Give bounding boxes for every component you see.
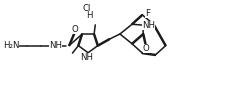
Text: Cl: Cl [82, 4, 91, 13]
Text: NH: NH [49, 41, 62, 50]
Text: H₂N: H₂N [3, 41, 19, 50]
Text: F: F [145, 9, 150, 18]
Text: O: O [72, 25, 78, 34]
Text: NH: NH [80, 53, 93, 62]
Text: O: O [143, 44, 150, 53]
Text: NH: NH [142, 21, 155, 30]
Text: H: H [86, 11, 93, 20]
